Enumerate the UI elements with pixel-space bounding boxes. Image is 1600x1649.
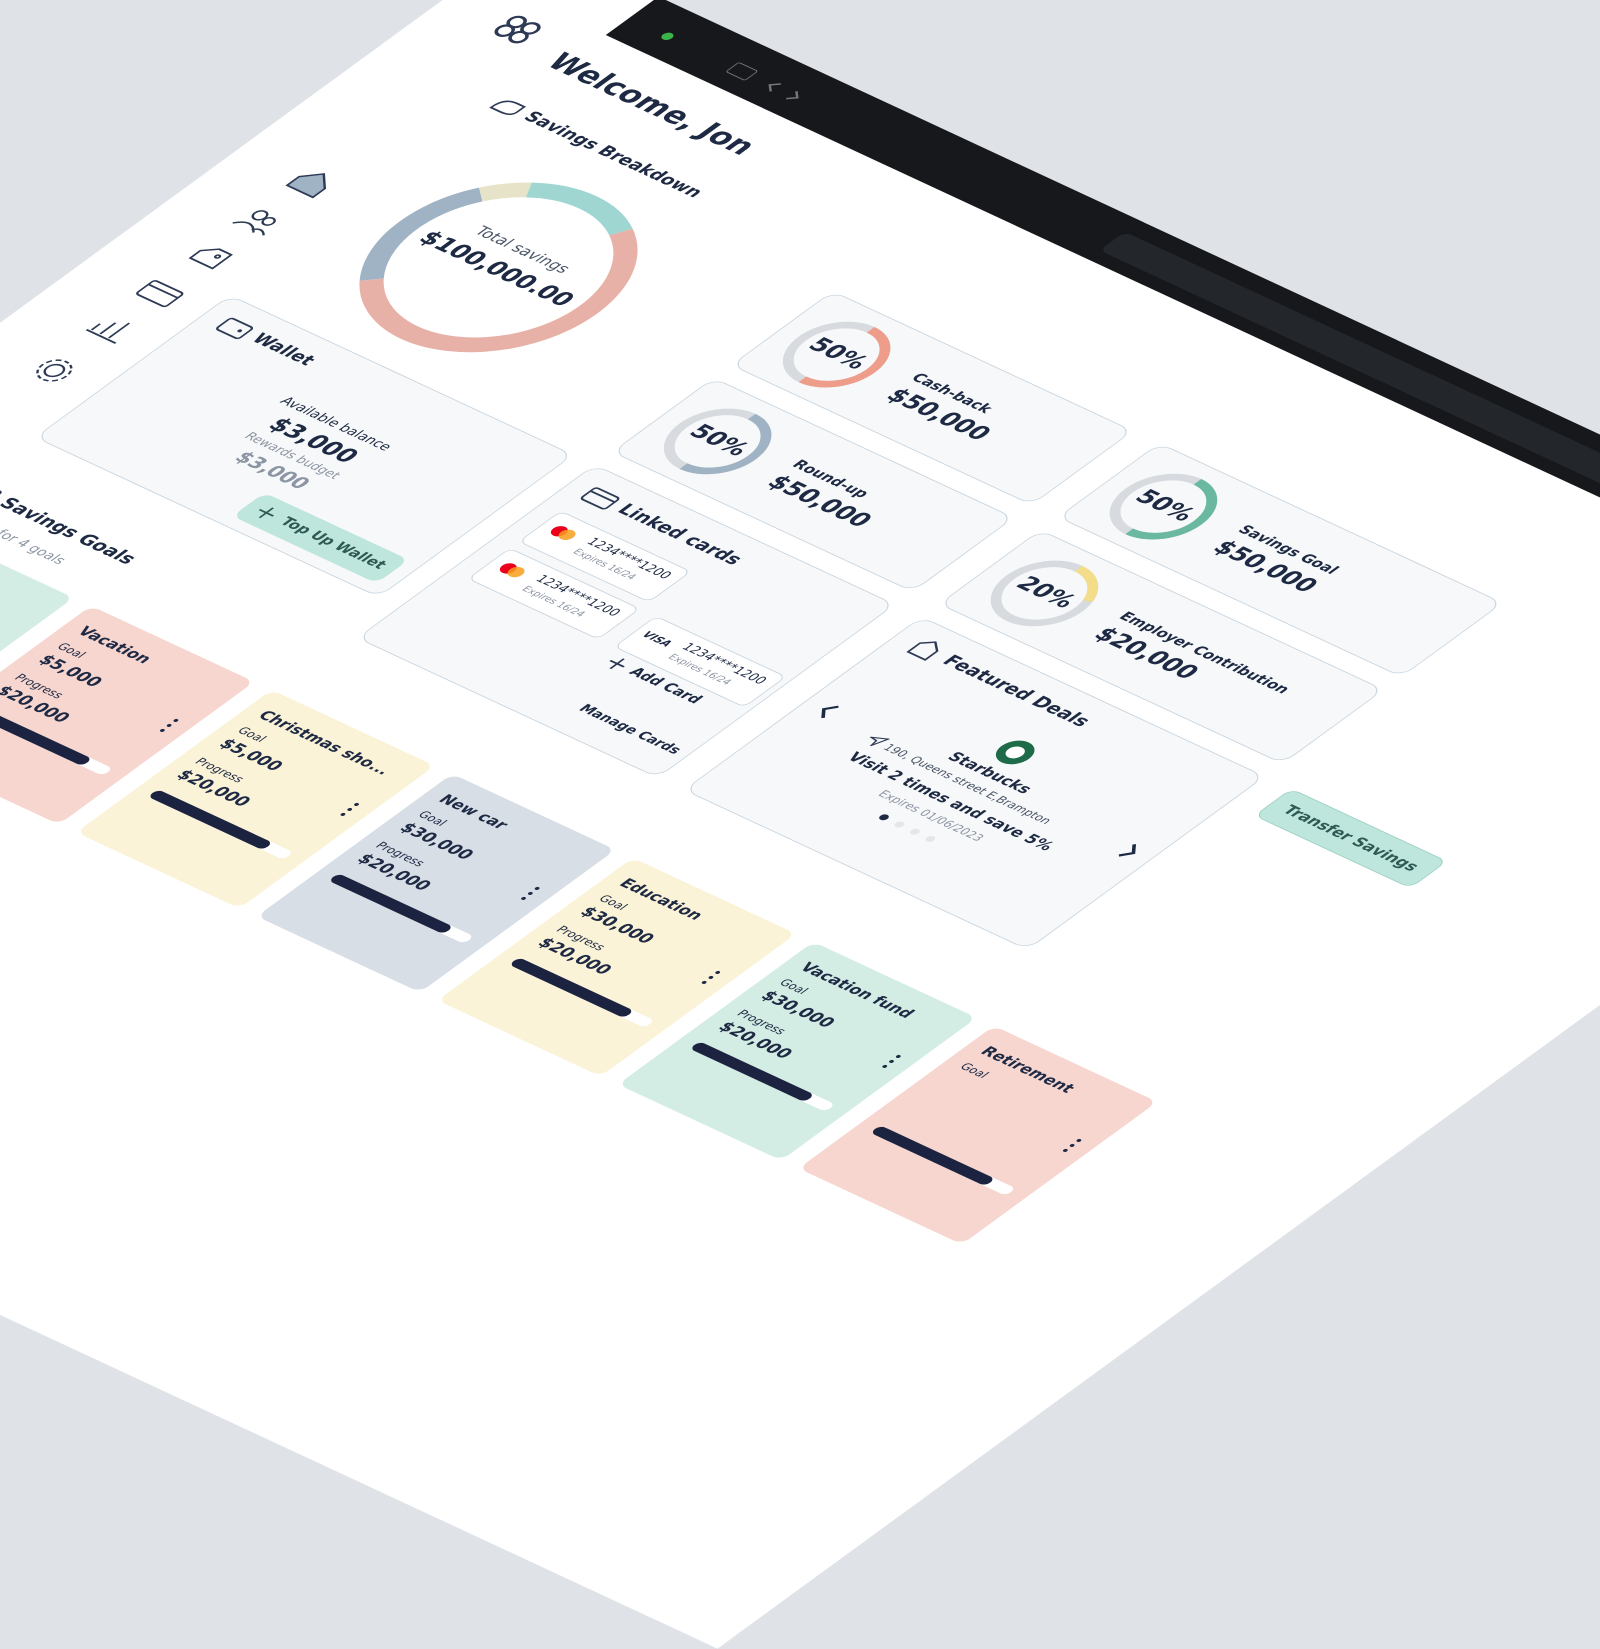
card-icon <box>580 487 620 510</box>
menu-dot <box>701 980 707 984</box>
goal-menu[interactable] <box>0 632 2 650</box>
goal-menu[interactable] <box>697 968 724 986</box>
menu-dot <box>1062 1148 1068 1152</box>
goal-card: Vacation fund Goal $30,000 Progress $20,000 <box>617 941 977 1161</box>
menu-dot <box>159 728 165 732</box>
goal-card: Vacation Goal $5,000 Progress $20,000 <box>0 605 255 825</box>
merchant: Starbucks <box>943 748 1038 797</box>
linked-cards-card: Linked cards Add Card Manage Cards 1234*… <box>356 464 896 778</box>
goal-label: Goal <box>956 1060 993 1081</box>
card-brand-logo <box>550 526 576 541</box>
menu-dot <box>166 723 172 727</box>
brand-circle <box>558 529 576 541</box>
logo <box>494 15 541 44</box>
gauge-arc <box>782 321 891 388</box>
goal-card: Education Goal $30,000 Progress $20,000 <box>437 857 797 1077</box>
gauge-ring <box>1109 473 1218 540</box>
wallet-title: Wallet <box>246 330 321 370</box>
tag-icon <box>906 641 939 661</box>
merchant-logo <box>995 740 1035 765</box>
carousel-arrows[interactable] <box>806 697 1151 864</box>
goal-menu[interactable] <box>1058 1136 1085 1154</box>
goal-card: Retirement Goal <box>798 1025 1158 1245</box>
plus-icon <box>258 507 275 519</box>
browser-controls <box>726 62 799 100</box>
sidebar-icons[interactable] <box>0 159 352 415</box>
goal-menu[interactable] <box>517 884 544 902</box>
menu-dot <box>354 803 359 806</box>
breakdown-icon <box>489 100 527 116</box>
gauge-arc <box>1109 473 1218 540</box>
total-donut <box>359 182 638 353</box>
menu-dot <box>521 896 526 900</box>
goal-menu[interactable] <box>878 1052 905 1070</box>
gauge-card: 20% Employer Contribution $20,000 <box>938 529 1385 764</box>
card-brand: VISA <box>639 629 676 650</box>
gauge-ring <box>663 408 772 475</box>
progress-fill <box>869 1125 996 1187</box>
progress-fill <box>689 1041 816 1103</box>
menu-dot <box>708 975 714 979</box>
gauge-card: 50% Cash-back $50,000 <box>730 290 1134 506</box>
menu-dot <box>347 807 353 811</box>
gauge-track <box>990 560 1099 627</box>
goal-name: Vacation <box>73 623 157 667</box>
goal-name: New car <box>434 791 514 833</box>
goal-menu[interactable] <box>336 800 363 818</box>
card-brand-logo <box>499 563 525 578</box>
progress-track <box>869 1125 1017 1196</box>
brand-circle <box>507 566 525 578</box>
gauge-arc <box>663 408 772 475</box>
location-icon <box>868 736 891 747</box>
menu-dot <box>527 891 533 895</box>
menu-dot <box>889 1059 894 1063</box>
window-dot <box>658 31 676 42</box>
progress-fill <box>328 873 454 935</box>
menu-dot <box>340 812 346 816</box>
wallet-icon <box>216 317 254 340</box>
linked-card[interactable]: 1234****1200 Expires 16/24 <box>467 547 641 640</box>
progress-fill <box>147 789 274 851</box>
menu-dot <box>715 971 721 974</box>
menu-dot <box>882 1064 888 1068</box>
goal-card: New car Goal $30,000 Progress $20,000 <box>256 773 616 993</box>
goal-card: Christmas sho... Goal $5,000 Progress $20,00… <box>76 689 435 909</box>
gauge-ring <box>990 560 1099 627</box>
gauge-card: 50% Savings Goal $50,000 <box>1057 442 1504 678</box>
menu-dot <box>895 1055 901 1058</box>
progress-fill <box>508 957 635 1019</box>
menu-dot <box>534 887 540 890</box>
carousel-dots[interactable] <box>872 810 951 849</box>
wallet-card: Wallet Available balance $3,000 Rewards … <box>34 294 574 598</box>
plus-icon <box>609 658 625 670</box>
browser-bar <box>605 0 1600 696</box>
top-up-button[interactable]: Top Up Wallet <box>232 492 409 584</box>
gauge-ring <box>782 321 891 388</box>
menu-dot <box>1069 1143 1075 1147</box>
featured-deals-card: Featured Deals Starbucks 190, Queens str… <box>683 616 1266 950</box>
menu-dot <box>173 719 179 722</box>
linked-card[interactable]: 1234****1200 Expires 16/24 <box>518 510 692 603</box>
gauge-card: 50% Round-up $50,000 <box>611 377 1015 592</box>
goal-menu[interactable] <box>155 716 182 734</box>
menu-dot <box>1076 1139 1082 1142</box>
